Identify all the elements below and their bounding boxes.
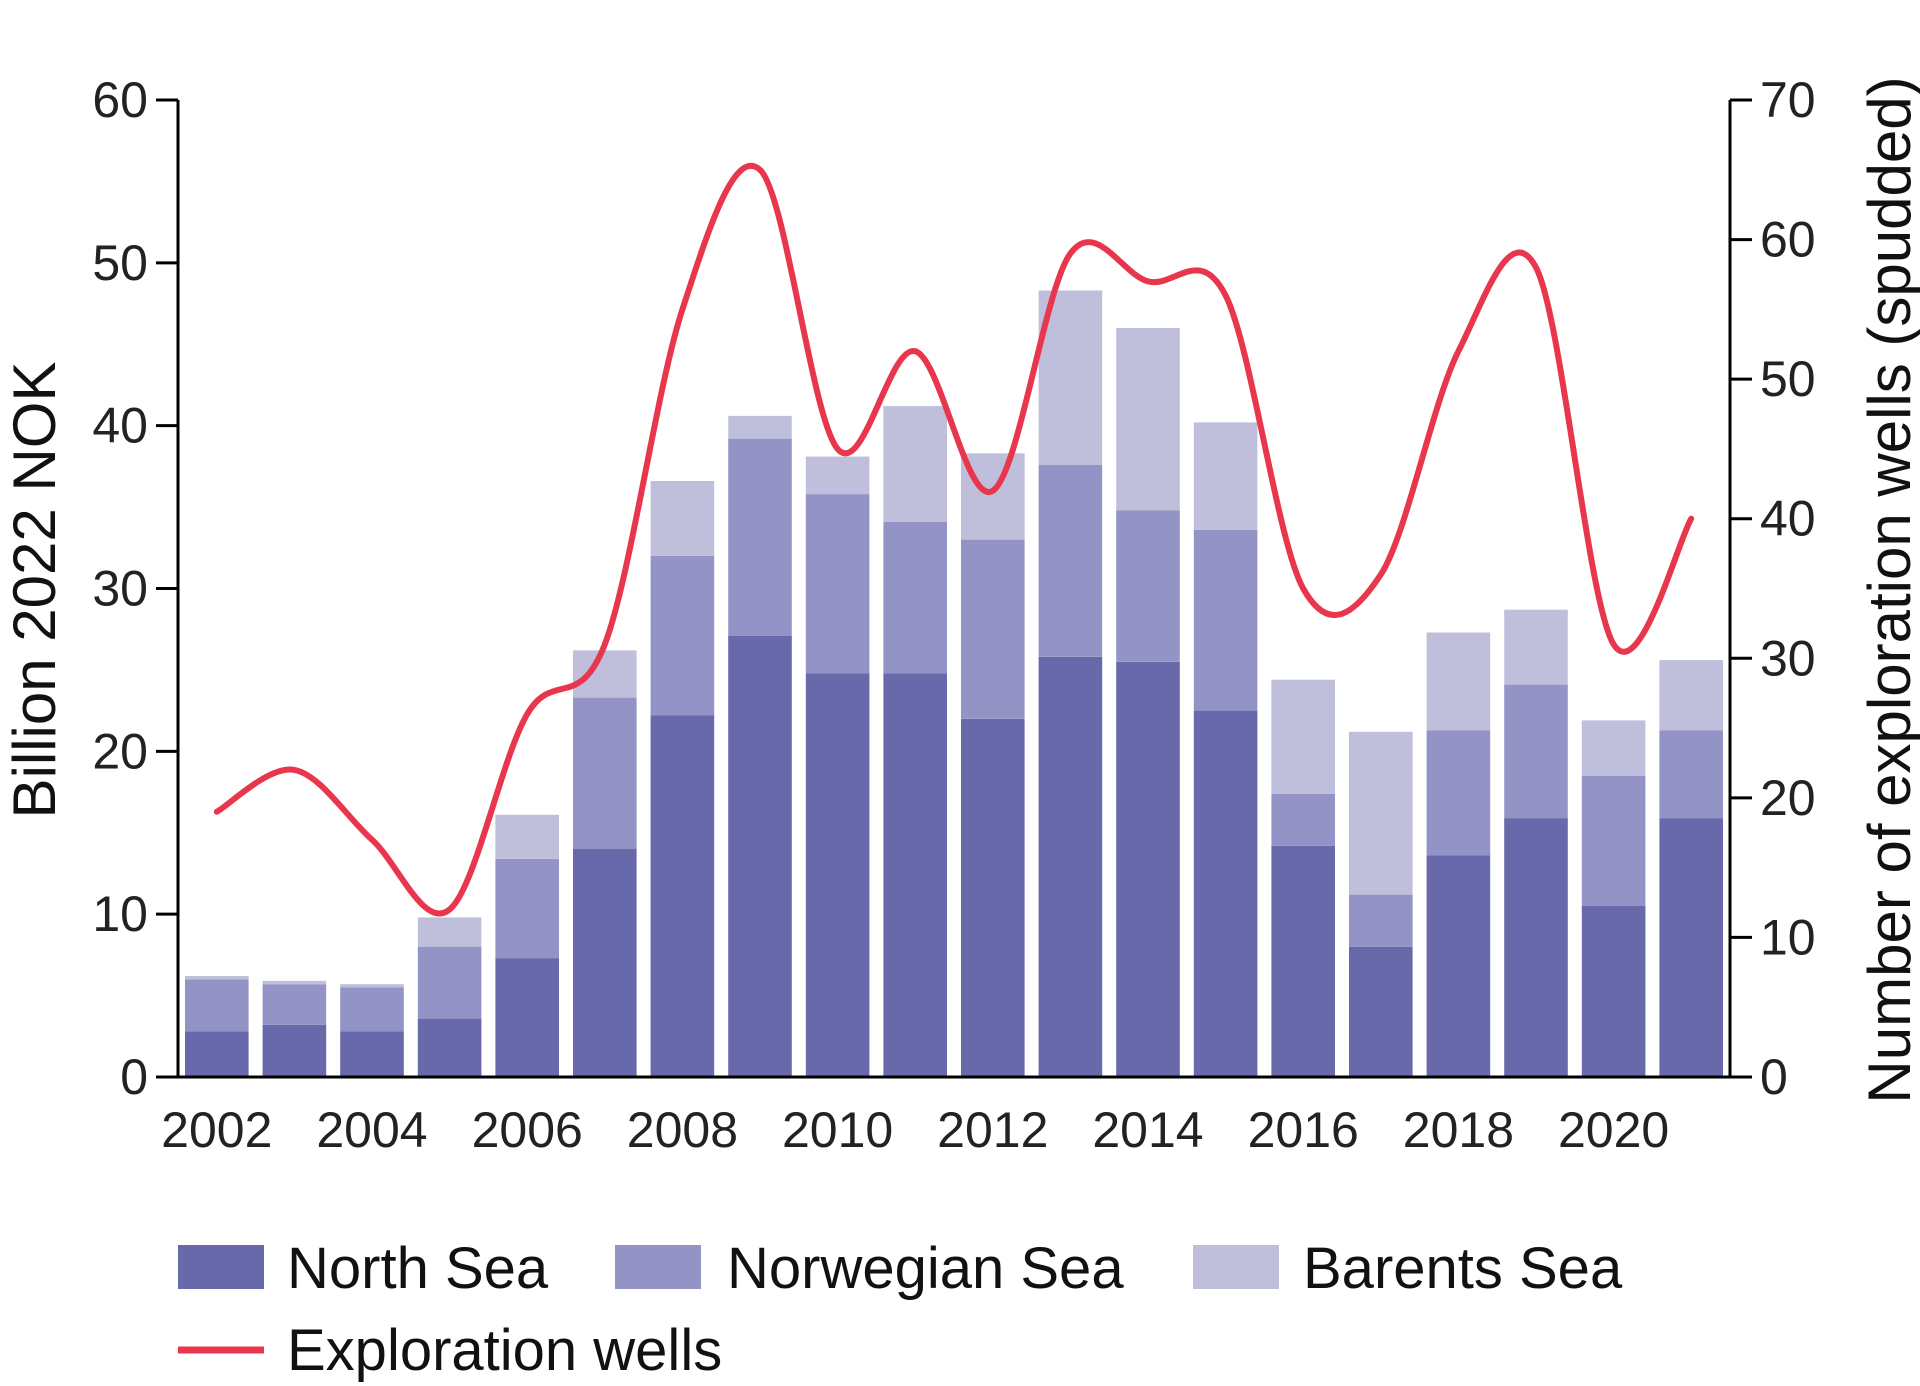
bar-barents-sea-2011 <box>883 406 947 522</box>
bar-north-sea-2007 <box>573 849 637 1077</box>
bar-north-sea-2017 <box>1349 946 1413 1077</box>
left-tick-label: 30 <box>92 561 148 617</box>
bar-barents-sea-2016 <box>1271 679 1335 794</box>
right-tick-label: 60 <box>1760 212 1816 268</box>
bar-barents-sea-2019 <box>1504 609 1568 685</box>
bar-barents-sea-2010 <box>805 456 870 495</box>
bar-north-sea-2006 <box>495 958 559 1077</box>
x-tick-label: 2016 <box>1248 1102 1359 1158</box>
bar-barents-sea-2014 <box>1116 328 1180 511</box>
bar-barents-sea-2015 <box>1193 422 1258 530</box>
bar-norwegian-sea-2002 <box>185 979 249 1032</box>
bar-norwegian-sea-2014 <box>1116 510 1180 662</box>
bar-norwegian-sea-2012 <box>961 539 1025 719</box>
axes-layer: 0 10 20 30 40 50 60 0 10 20 30 40 50 60 70 2002 2004 2006… <box>92 72 1815 1158</box>
legend-swatch-barents-sea <box>1193 1245 1279 1289</box>
x-tick-label: 2008 <box>627 1102 738 1158</box>
right-tick-label: 20 <box>1760 770 1816 826</box>
x-tick-label: 2012 <box>937 1102 1048 1158</box>
bar-norwegian-sea-2018 <box>1426 730 1491 856</box>
bar-barents-sea-2021 <box>1659 660 1723 731</box>
x-tick-label: 2014 <box>1092 1102 1203 1158</box>
legend-label-north-sea: North Sea <box>287 1236 549 1301</box>
x-tick-label: 2010 <box>782 1102 893 1158</box>
bar-north-sea-2009 <box>728 635 792 1077</box>
bar-norwegian-sea-2010 <box>805 494 870 674</box>
bar-north-sea-2011 <box>883 673 947 1077</box>
bars-layer <box>185 290 1723 1077</box>
bar-norwegian-sea-2003 <box>262 984 327 1025</box>
x-tick-label: 2020 <box>1558 1102 1669 1158</box>
x-tick-label: 2018 <box>1403 1102 1514 1158</box>
bar-north-sea-2012 <box>961 718 1025 1077</box>
bar-north-sea-2019 <box>1504 818 1568 1077</box>
bar-north-sea-2021 <box>1659 818 1723 1077</box>
bar-north-sea-2013 <box>1038 656 1103 1077</box>
bar-barents-sea-2002 <box>185 976 249 980</box>
right-tick-label: 10 <box>1760 909 1816 965</box>
bar-north-sea-2018 <box>1426 855 1491 1077</box>
right-tick-label: 30 <box>1760 630 1816 686</box>
bar-norwegian-sea-2005 <box>417 946 482 1019</box>
bar-norwegian-sea-2013 <box>1038 464 1103 657</box>
right-tick-label: 40 <box>1760 491 1816 547</box>
x-tick-label: 2002 <box>161 1102 272 1158</box>
bar-barents-sea-2003 <box>262 980 327 985</box>
bar-north-sea-2016 <box>1271 845 1335 1077</box>
bar-north-sea-2010 <box>805 673 870 1077</box>
legend-swatch-norwegian-sea <box>615 1245 701 1289</box>
left-axis-title: Billion 2022 NOK <box>1 362 68 819</box>
bar-norwegian-sea-2004 <box>340 987 404 1032</box>
bar-norwegian-sea-2011 <box>883 521 947 674</box>
bar-north-sea-2020 <box>1581 906 1646 1077</box>
bar-barents-sea-2007 <box>573 650 637 698</box>
bar-north-sea-2002 <box>185 1031 249 1077</box>
bar-norwegian-sea-2007 <box>573 697 637 849</box>
right-axis-title: Number of exploration wells (spudded) <box>1856 76 1920 1103</box>
right-tick-label: 0 <box>1760 1049 1788 1105</box>
legend-label-barents-sea: Barents Sea <box>1303 1236 1623 1301</box>
legend-label-norwegian-sea: Norwegian Sea <box>727 1236 1124 1301</box>
bar-barents-sea-2008 <box>650 481 715 556</box>
left-tick-label: 60 <box>92 72 148 128</box>
bar-north-sea-2005 <box>417 1018 482 1077</box>
bar-north-sea-2015 <box>1193 710 1258 1077</box>
left-tick-label: 20 <box>92 723 148 779</box>
bar-norwegian-sea-2008 <box>650 555 715 716</box>
bar-barents-sea-2004 <box>340 984 404 988</box>
left-tick-label: 10 <box>92 886 148 942</box>
line-layer <box>213 162 1695 917</box>
legend: North Sea Norwegian Sea Barents Sea Expl… <box>178 1236 1623 1383</box>
bar-barents-sea-2020 <box>1581 720 1646 776</box>
x-tick-label: 2006 <box>472 1102 583 1158</box>
bar-norwegian-sea-2021 <box>1659 730 1723 819</box>
legend-swatch-north-sea <box>178 1245 264 1289</box>
bar-norwegian-sea-2019 <box>1504 684 1568 819</box>
bar-north-sea-2014 <box>1116 661 1180 1077</box>
bar-barents-sea-2006 <box>495 814 559 859</box>
right-tick-label: 70 <box>1760 72 1816 128</box>
bar-north-sea-2004 <box>340 1031 404 1077</box>
left-tick-label: 0 <box>120 1049 148 1105</box>
bar-barents-sea-2017 <box>1349 731 1413 895</box>
bar-norwegian-sea-2020 <box>1581 775 1646 907</box>
exploration-wells-line <box>213 162 1695 917</box>
bar-barents-sea-2009 <box>728 415 792 439</box>
bar-north-sea-2008 <box>650 715 715 1077</box>
bar-norwegian-sea-2016 <box>1271 793 1335 846</box>
right-tick-label: 50 <box>1760 351 1816 407</box>
bar-norwegian-sea-2009 <box>728 438 792 636</box>
bar-barents-sea-2018 <box>1426 632 1491 731</box>
bar-north-sea-2003 <box>262 1024 327 1077</box>
left-tick-label: 40 <box>92 398 148 454</box>
legend-label-exploration-wells: Exploration wells <box>287 1318 722 1383</box>
left-tick-label: 50 <box>92 235 148 291</box>
x-tick-label: 2004 <box>316 1102 427 1158</box>
bar-barents-sea-2005 <box>417 917 482 947</box>
bar-norwegian-sea-2015 <box>1193 529 1258 711</box>
bar-norwegian-sea-2017 <box>1349 894 1413 947</box>
bar-norwegian-sea-2006 <box>495 858 559 959</box>
